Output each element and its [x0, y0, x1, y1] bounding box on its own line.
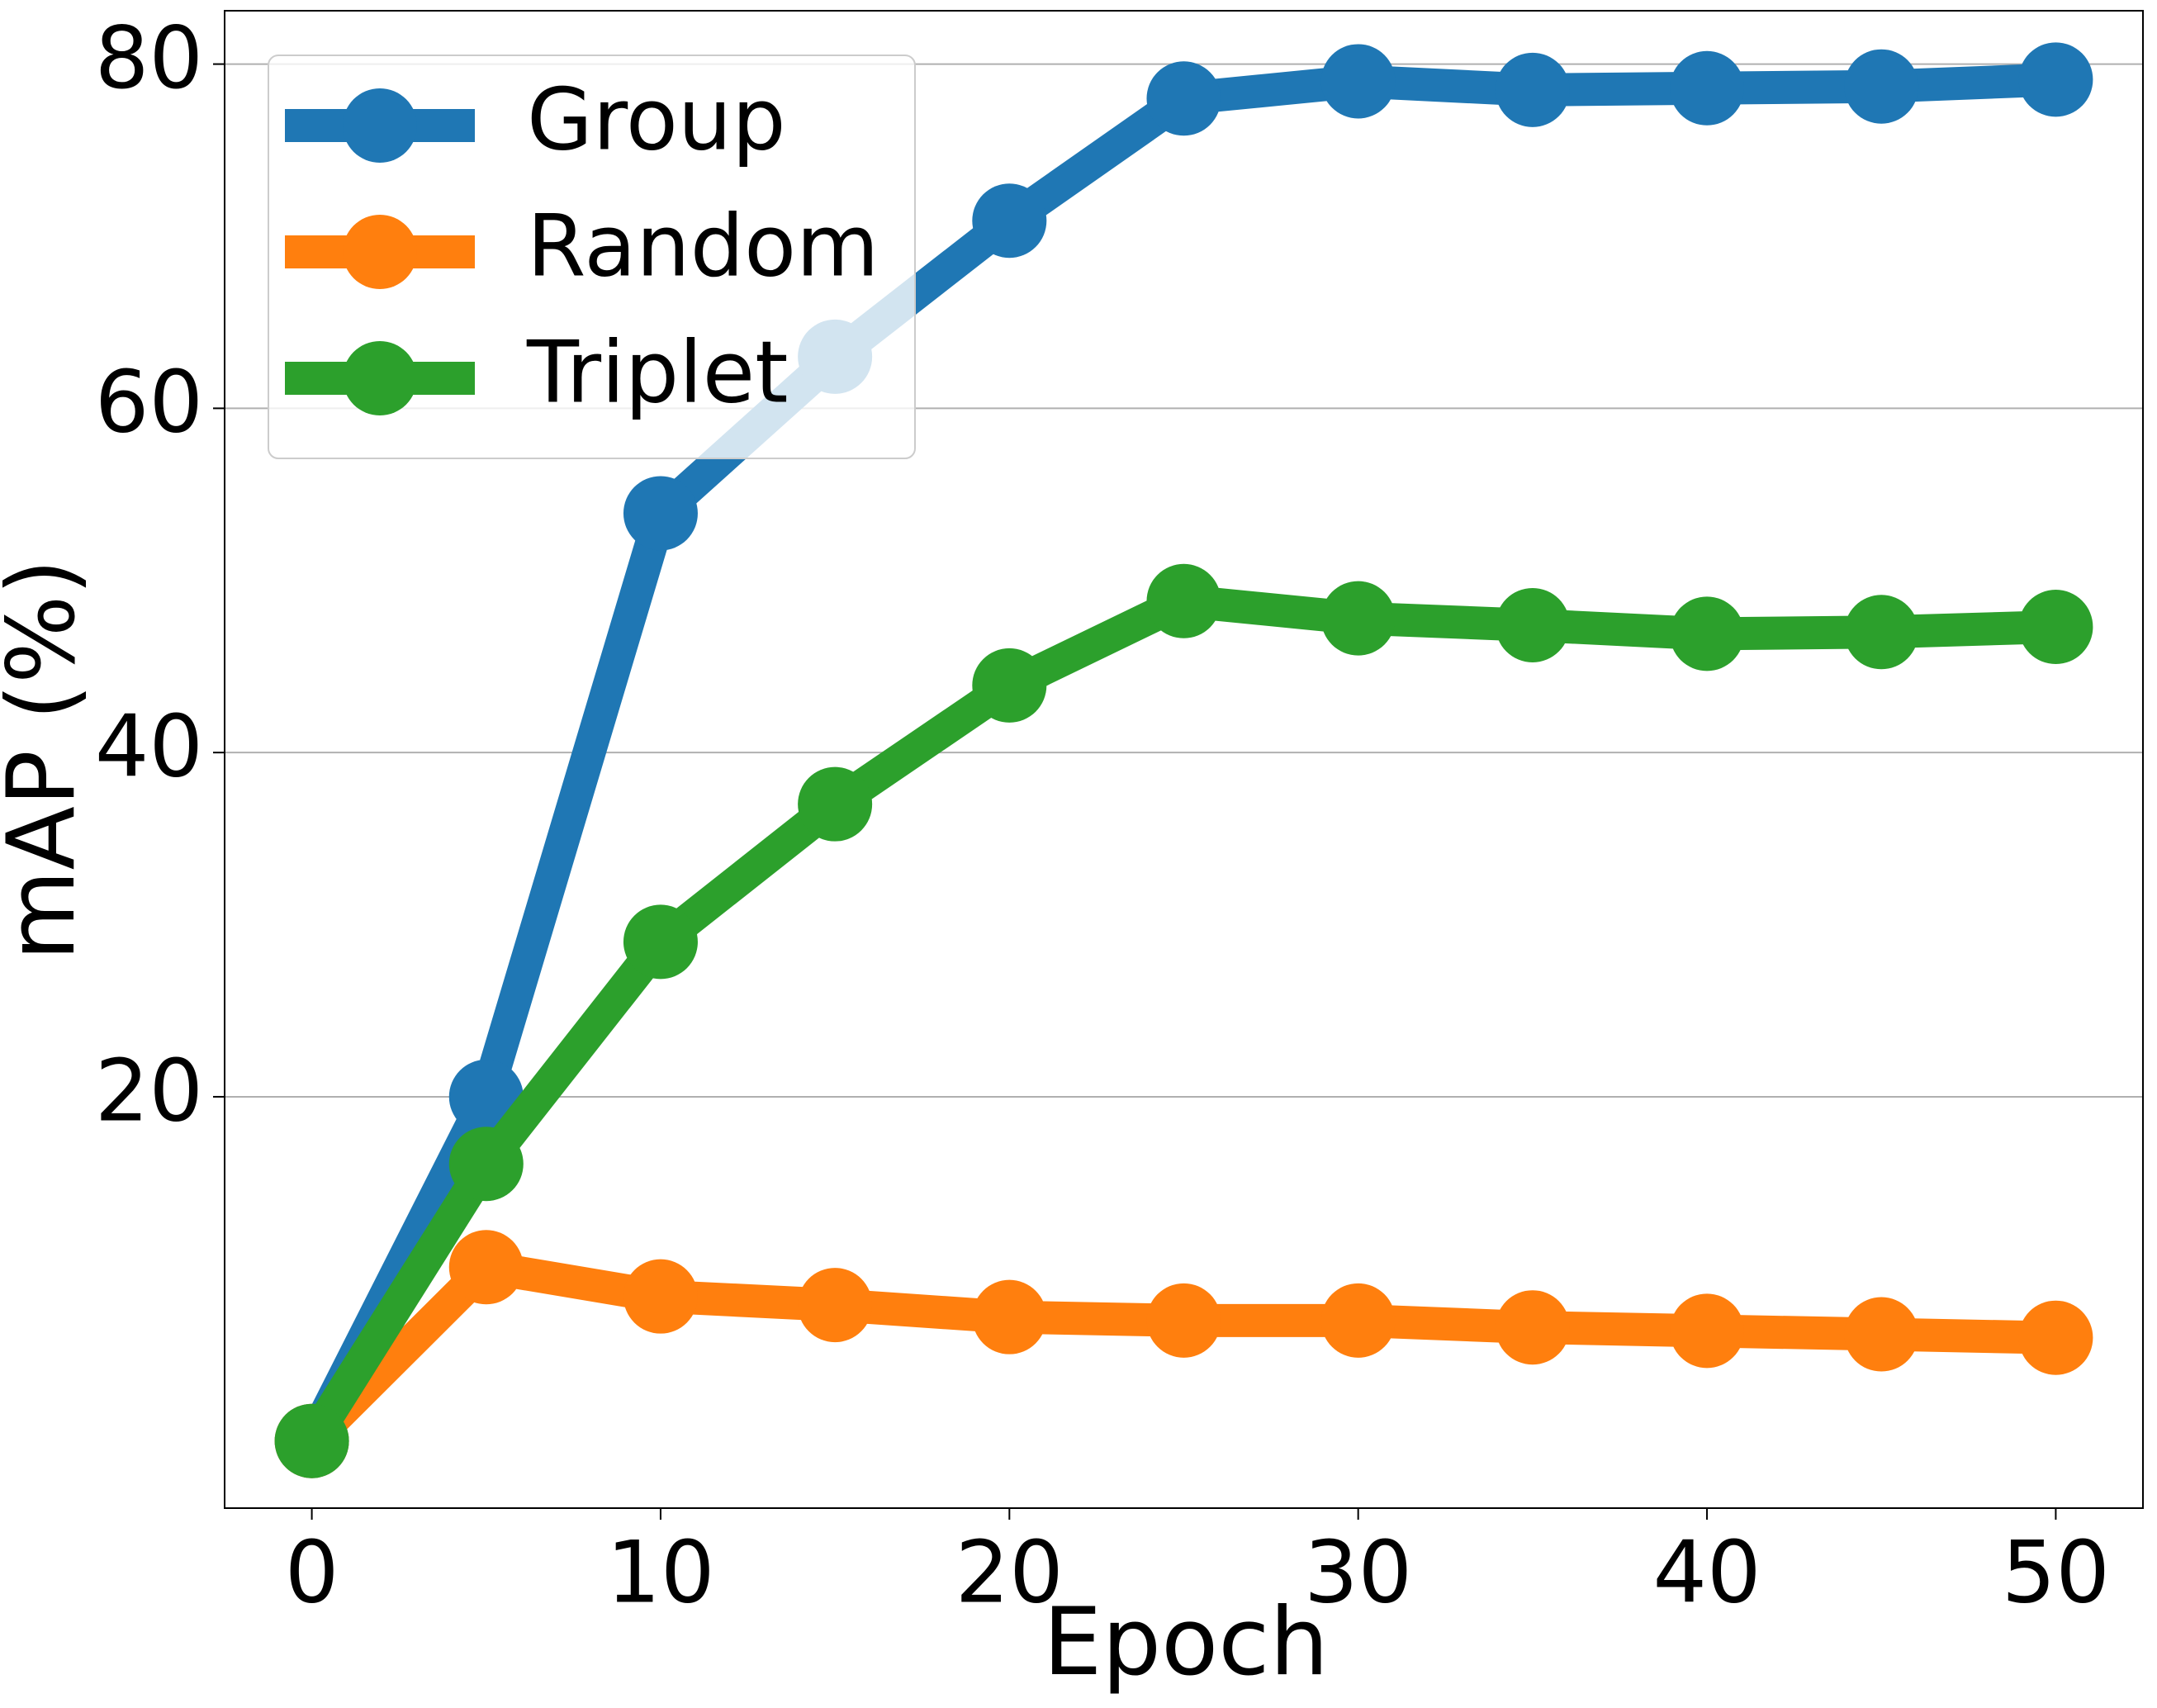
marker: [2018, 590, 2093, 665]
x-tick-label: 50: [2002, 1523, 2110, 1622]
x-tick-label: 20: [955, 1523, 1064, 1622]
marker: [1495, 1290, 1570, 1365]
x-tick-label: 30: [1304, 1523, 1412, 1622]
marker: [798, 766, 873, 842]
marker: [1670, 50, 1745, 126]
marker: [972, 1279, 1047, 1355]
x-tick-label: 40: [1653, 1523, 1761, 1622]
marker: [1146, 61, 1221, 136]
marker: [274, 1403, 349, 1478]
y-tick-label: 60: [95, 353, 203, 453]
marker: [2018, 1300, 2093, 1375]
y-tick-label: 20: [95, 1041, 203, 1141]
legend-marker: [343, 88, 417, 163]
legend-label: Random: [527, 197, 879, 296]
marker: [1844, 49, 1919, 124]
x-tick-label: 0: [285, 1523, 339, 1622]
marker: [1844, 1297, 1919, 1372]
plot-frame: [224, 10, 2144, 1509]
marker: [1670, 1293, 1745, 1369]
legend-label: Triplet: [526, 323, 789, 422]
legend-marker: [343, 215, 417, 289]
y-tick-label: 40: [95, 697, 203, 796]
marker: [798, 1268, 873, 1343]
y-tick-label: 80: [95, 9, 203, 108]
legend-label: Group: [527, 70, 786, 169]
marker: [623, 904, 698, 980]
marker: [1320, 44, 1396, 119]
marker: [1146, 563, 1221, 638]
marker: [1146, 1283, 1221, 1358]
legend-marker: [343, 341, 417, 415]
marker: [1495, 52, 1570, 127]
marker: [623, 1259, 698, 1334]
y-axis-label: mAP (%): [0, 559, 96, 961]
marker: [448, 1230, 524, 1305]
legend: Group Random Triplet: [268, 55, 916, 459]
x-tick-label: 10: [606, 1523, 714, 1622]
marker: [1320, 1283, 1396, 1358]
x-axis-label: Epoch: [1043, 1587, 1329, 1696]
marker: [2018, 42, 2093, 117]
marker: [1495, 587, 1570, 662]
marker: [1670, 596, 1745, 671]
marker: [972, 648, 1047, 723]
marker: [448, 1127, 524, 1202]
marker: [1844, 595, 1919, 670]
legend-box: [268, 55, 916, 459]
marker: [1320, 581, 1396, 656]
marker: [623, 476, 698, 551]
marker: [972, 183, 1047, 259]
